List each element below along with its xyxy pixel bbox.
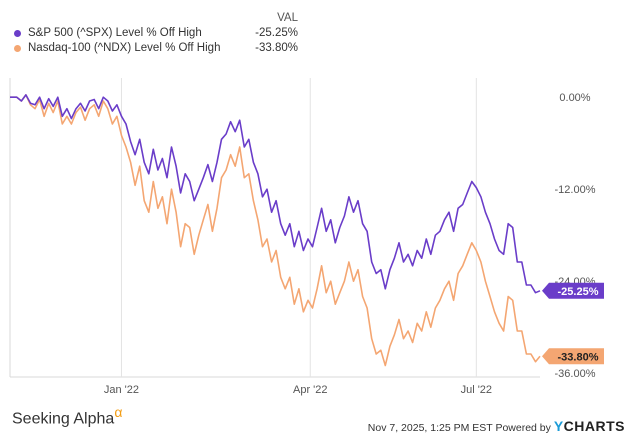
legend-value-spx: -25.25% <box>255 27 298 39</box>
y-tick-label: -12.00% <box>555 184 596 196</box>
legend-label-spx: S&P 500 (^SPX) Level % Off High <box>28 27 202 39</box>
end-value-label-ndx: -33.80% <box>558 351 599 363</box>
seeking-alpha-text: Seeking Alpha <box>12 410 115 428</box>
legend-dot-spx <box>14 30 21 37</box>
chart-footer: Nov 7, 2025, 1:25 PM EST Powered by YCHA… <box>368 418 625 434</box>
x-tick-label-apr-22: Apr '22 <box>293 384 328 396</box>
legend-item-ndx[interactable]: Nasdaq-100 (^NDX) Level % Off High -33.8… <box>10 41 310 56</box>
legend-label-ndx: Nasdaq-100 (^NDX) Level % Off High <box>28 42 221 54</box>
powered-by-label: Powered by <box>495 422 551 434</box>
x-tick-label-jul-22: Jul '22 <box>461 384 492 396</box>
end-value-flag-ndx <box>542 348 604 365</box>
series-line-ndx <box>10 94 541 367</box>
legend-item-spx[interactable]: S&P 500 (^SPX) Level % Off High -25.25% <box>10 26 310 41</box>
legend-dot-ndx <box>14 45 21 52</box>
y-tick-label: 0.00% <box>559 92 590 104</box>
end-value-label-spx: -25.25% <box>558 286 599 298</box>
end-value-flag-spx <box>542 282 604 299</box>
series-line-spx <box>10 94 541 294</box>
legend-value-ndx: -33.80% <box>255 42 298 54</box>
y-tick-label: -36.00% <box>555 368 596 380</box>
ycharts-logo: YCHARTS <box>554 418 625 434</box>
line-chart: Jan '22 Apr '22 Jul '220.00%-12.00%-24.00%… <box>9 78 604 396</box>
x-tick-label-jan-22: Jan '22 <box>104 384 139 396</box>
ycharts-wordmark: CHARTS <box>563 418 625 434</box>
ycharts-y-glyph: Y <box>553 418 564 434</box>
legend: VAL S&P 500 (^SPX) Level % Off High -25.… <box>10 10 310 56</box>
timestamp: Nov 7, 2025, 1:25 PM EST <box>367 422 493 434</box>
alpha-icon: α <box>114 404 123 420</box>
legend-header: VAL <box>277 12 298 24</box>
seeking-alpha-logo: Seeking Alphaα <box>12 404 122 428</box>
